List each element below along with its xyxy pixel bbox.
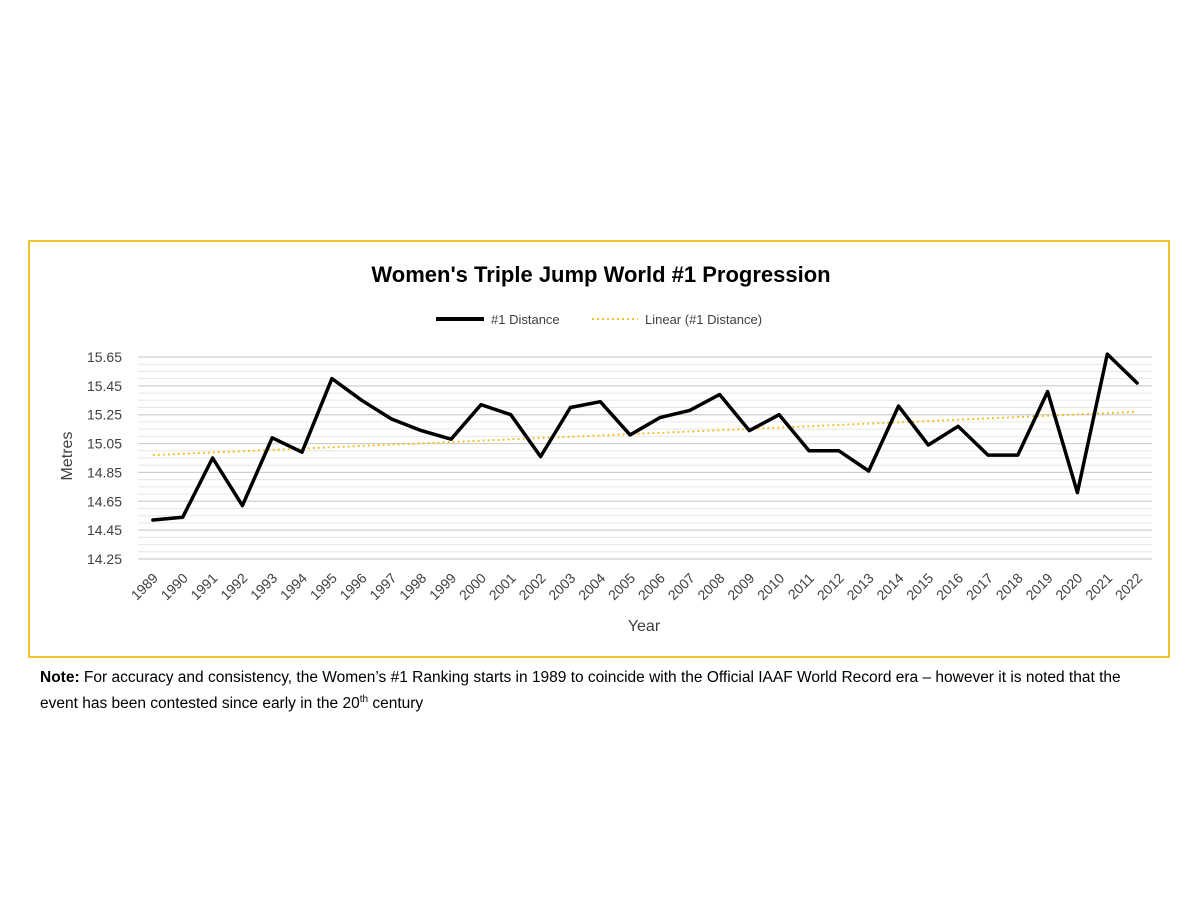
x-tick-label: 2010 — [754, 570, 787, 603]
x-tick-label: 2022 — [1112, 570, 1145, 603]
note-label: Note: — [40, 669, 80, 686]
series-line-distance — [151, 352, 1139, 522]
x-tick-label: 1995 — [307, 570, 340, 603]
x-tick-label: 2000 — [456, 570, 489, 603]
x-tick-label: 2002 — [515, 570, 548, 603]
x-tick-label: 2009 — [724, 570, 757, 603]
x-tick-label: 2005 — [605, 570, 638, 603]
gridlines — [138, 356, 1152, 560]
series — [151, 352, 1139, 522]
x-tick-label: 2020 — [1052, 570, 1085, 603]
x-tick-label: 1993 — [247, 570, 280, 603]
y-tick-label: 15.25 — [87, 407, 122, 423]
chart-title: Women's Triple Jump World #1 Progression — [371, 262, 830, 287]
legend-label-trend: Linear (#1 Distance) — [645, 312, 762, 327]
x-tick-label: 2019 — [1022, 570, 1055, 603]
x-tick-label: 1996 — [336, 570, 369, 603]
legend-label-distance: #1 Distance — [491, 312, 560, 327]
note-text-end: century — [368, 695, 424, 713]
y-tick-label: 14.45 — [87, 522, 122, 538]
x-tick-label: 2018 — [993, 570, 1026, 603]
x-tick-label: 2011 — [785, 570, 818, 603]
legend: #1 Distance Linear (#1 Distance) — [436, 312, 762, 327]
x-tick-label: 1999 — [426, 570, 459, 603]
x-tick-label: 1991 — [187, 570, 220, 603]
y-tick-label: 14.85 — [87, 464, 122, 480]
y-tick-label: 15.65 — [87, 349, 122, 365]
y-tick-label: 14.65 — [87, 493, 122, 509]
x-tick-label: 2012 — [814, 570, 847, 603]
x-tick-label: 2003 — [545, 570, 578, 603]
note-text: For accuracy and consistency, the Women’… — [40, 669, 1121, 713]
x-tick-label: 2006 — [635, 570, 668, 603]
x-tick-label: 2016 — [933, 570, 966, 603]
y-tick-label: 15.05 — [87, 436, 122, 452]
line-chart: Women's Triple Jump World #1 Progression… — [59, 262, 1152, 635]
x-tick-label: 2007 — [665, 570, 698, 603]
x-tick-label: 1997 — [366, 570, 399, 603]
y-tick-label: 14.25 — [87, 551, 122, 567]
x-tick-label: 2017 — [963, 570, 996, 603]
x-axis-label: Year — [628, 618, 661, 635]
x-tick-label: 2004 — [575, 570, 608, 603]
x-tick-label: 1989 — [128, 570, 161, 603]
x-tick-label: 2008 — [694, 570, 727, 603]
footnote: Note: For accuracy and consistency, the … — [40, 667, 1160, 715]
chart-frame: Women's Triple Jump World #1 Progression… — [28, 240, 1170, 658]
x-tick-label: 2014 — [873, 570, 906, 603]
x-tick-label: 1994 — [277, 570, 310, 603]
note-superscript: th — [359, 694, 369, 705]
x-tick-label: 1998 — [396, 570, 429, 603]
series-line-trend — [152, 410, 1138, 457]
x-axis-ticks: 1989199019911992199319941995199619971998… — [128, 570, 1146, 603]
y-axis-ticks: 15.65 15.45 15.25 15.05 14.85 14.65 14.45 14.25 — [87, 349, 122, 567]
y-axis-label: Metres — [59, 432, 76, 481]
x-tick-label: 2001 — [486, 570, 519, 603]
x-tick-label: 1992 — [217, 570, 250, 603]
x-tick-label: 1990 — [158, 570, 191, 603]
x-tick-label: 2013 — [843, 570, 876, 603]
y-tick-label: 15.45 — [87, 378, 122, 394]
x-tick-label: 2015 — [903, 570, 936, 603]
x-tick-label: 2021 — [1082, 570, 1115, 603]
